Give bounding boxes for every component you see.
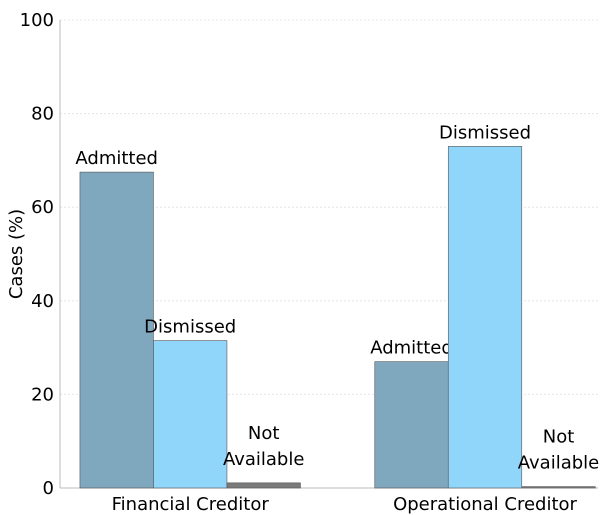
data-label: Dismissed	[439, 122, 531, 143]
bar	[79, 171, 154, 489]
y-tick-label: 40	[31, 291, 54, 312]
bar	[374, 361, 449, 489]
data-label-line: Not	[248, 423, 280, 444]
data-label: Dismissed	[144, 317, 236, 338]
data-label: Admitted	[370, 338, 453, 359]
bar	[153, 340, 228, 489]
data-label-line: Not	[543, 427, 575, 448]
y-tick-label: 100	[20, 10, 54, 31]
y-tick-label: 60	[31, 197, 54, 218]
x-tick-label: Financial Creditor	[112, 494, 270, 515]
data-label: Not Available	[518, 427, 599, 474]
y-axis-label: Cases (%)	[6, 209, 27, 299]
data-label-line: Available	[518, 453, 599, 474]
bar	[521, 486, 596, 489]
data-label: Not Available	[223, 423, 304, 470]
x-tick-label: Operational Creditor	[393, 494, 577, 515]
bar	[226, 482, 301, 489]
y-tick-label: 20	[31, 384, 54, 405]
data-label-line: Available	[223, 449, 304, 470]
data-label: Admitted	[75, 148, 158, 169]
y-tick-label: 80	[31, 104, 54, 125]
y-tick-label: 0	[43, 478, 54, 499]
bar	[447, 146, 523, 489]
